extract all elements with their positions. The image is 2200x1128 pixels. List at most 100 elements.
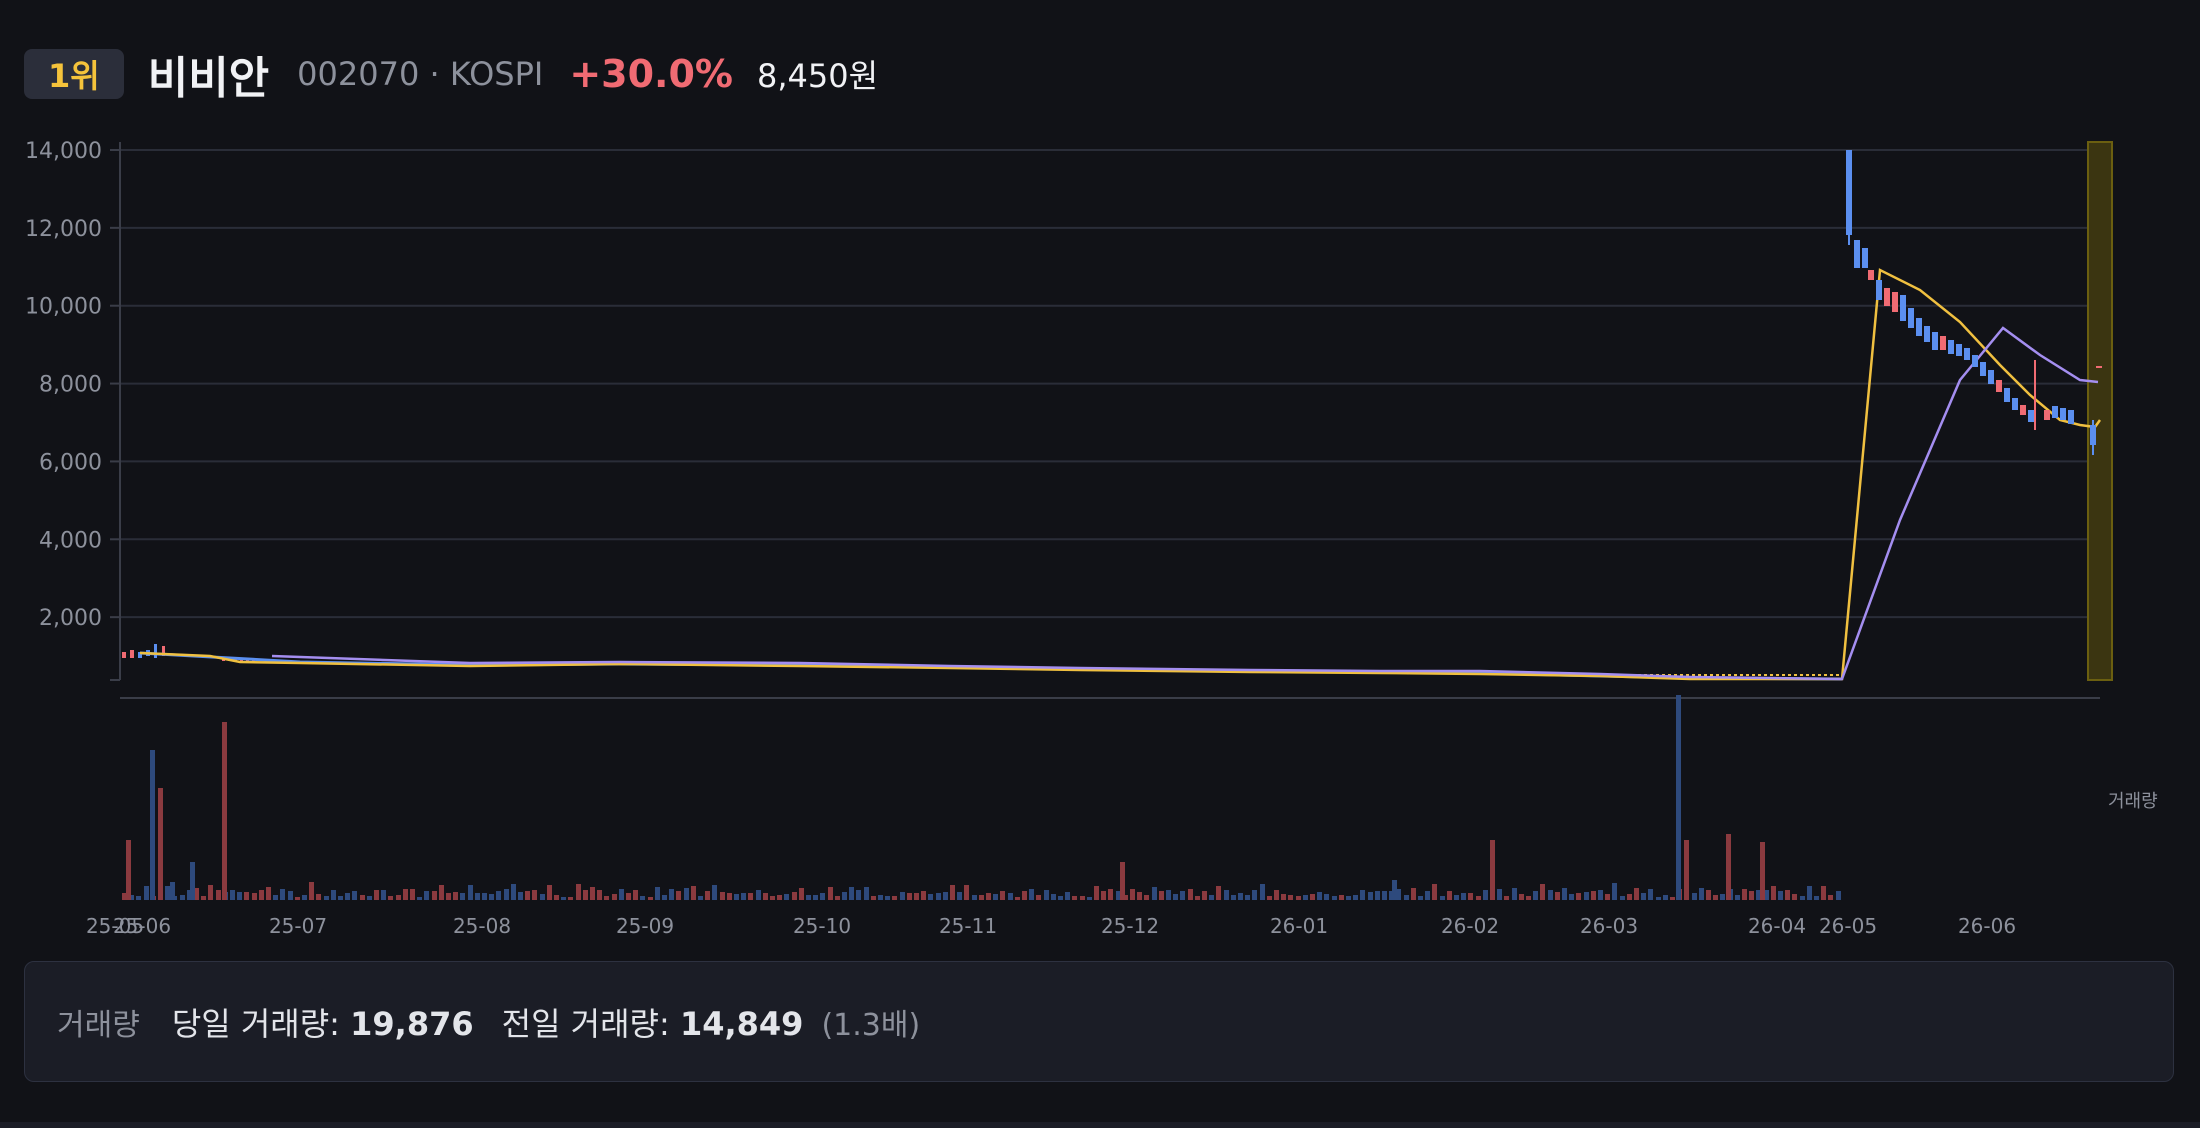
volume-bar <box>561 897 566 900</box>
volume-ratio: (1.3배) <box>821 1007 921 1043</box>
volume-bar <box>1411 888 1416 900</box>
volume-bar <box>468 885 473 900</box>
volume-bar <box>187 890 192 900</box>
volume-bar <box>1814 896 1819 900</box>
volume-bar <box>1324 894 1329 900</box>
volume-bar <box>856 890 861 900</box>
volume-bar <box>446 893 451 900</box>
volume-bar <box>1180 891 1185 900</box>
volume-bar <box>979 895 984 900</box>
volume-bar <box>230 890 235 900</box>
volume-bar <box>1116 891 1121 900</box>
x-tick-label: 25-11 <box>939 914 997 938</box>
volume-bar <box>1512 888 1517 900</box>
volume-bar <box>568 897 573 900</box>
volume-bar <box>144 886 149 900</box>
volume-label: 거래량 <box>57 1007 140 1043</box>
volume-bar <box>583 890 588 900</box>
volume-bar <box>1598 890 1603 900</box>
volume-bar <box>619 889 624 900</box>
volume-bar <box>1699 888 1704 900</box>
volume-bar <box>1036 895 1041 900</box>
stock-name[interactable]: 비비안 <box>147 53 270 104</box>
x-tick-label: 26-02 <box>1441 914 1499 938</box>
volume-bar <box>1310 894 1315 900</box>
volume-bar <box>1706 890 1711 900</box>
ma-long-line <box>271 326 2099 681</box>
volume-bar <box>1692 893 1697 900</box>
volume-bar <box>1836 891 1841 900</box>
volume-summary-panel: 거래량 당일 거래량: 19,876 전일 거래량: 14,849 (1.3배) <box>24 961 2174 1082</box>
volume-bar <box>1015 897 1020 900</box>
volume-bar <box>921 891 926 900</box>
volume-bar <box>1461 893 1466 900</box>
volume-bar <box>1173 894 1178 900</box>
volume-bar <box>957 892 962 900</box>
volume-bar <box>1094 886 1099 900</box>
volume-bar <box>1670 897 1675 900</box>
volume-bar <box>1080 896 1085 900</box>
x-tick-label: 25-07 <box>269 914 327 938</box>
prev-volume: 전일 거래량: 14,849 <box>502 999 804 1045</box>
volume-bar <box>1065 892 1070 900</box>
volume-bar <box>626 893 631 900</box>
volume-bar <box>1555 892 1560 900</box>
volume-bar <box>403 889 408 900</box>
volume-bar <box>691 886 696 900</box>
volume-bar <box>1720 894 1725 900</box>
volume-bar <box>237 892 242 900</box>
y-tick-label: 2,000 <box>39 606 102 631</box>
volume-bar <box>518 892 523 900</box>
volume-bar <box>1260 884 1265 900</box>
today-volume-label: 당일 거래량: <box>171 1004 340 1043</box>
volume-bar <box>129 895 134 900</box>
y-tick-label: 14,000 <box>25 139 102 164</box>
volume-bar <box>532 890 537 900</box>
volume-bar <box>165 886 170 900</box>
volume-bar <box>345 893 350 900</box>
volume-bar <box>1396 889 1401 900</box>
volume-bar <box>496 891 501 900</box>
y-tick-label: 4,000 <box>39 528 102 553</box>
volume-bar <box>489 894 494 900</box>
y-axis-ticks: 2,000 4,000 6,000 8,000 10,000 12,000 14,000 <box>25 139 120 631</box>
volume-bar <box>273 895 278 900</box>
volume-bar <box>1245 895 1250 900</box>
x-tick-label: 25-12 <box>1101 914 1159 938</box>
volume-bar <box>1267 896 1272 900</box>
volume-bar <box>1404 895 1409 900</box>
volume-bar <box>1620 896 1625 900</box>
volume-bar <box>1641 893 1646 900</box>
volume-bar <box>828 887 833 900</box>
volume-axis-label: 거래량 <box>2108 791 2158 812</box>
volume-bar <box>928 894 933 900</box>
volume-bar <box>705 891 710 900</box>
volume-bar <box>1008 893 1013 900</box>
volume-bar <box>1238 893 1243 900</box>
volume-bar <box>1368 892 1373 900</box>
volume-bar <box>1504 896 1509 900</box>
volume-bar <box>1778 891 1783 900</box>
volume-bar <box>849 887 854 900</box>
volume-bar <box>1526 896 1531 900</box>
volume-bar <box>770 896 775 900</box>
volume-bar <box>1454 895 1459 900</box>
volume-bar <box>1072 896 1077 900</box>
volume-bar <box>266 887 271 900</box>
volume-bar <box>1188 889 1193 900</box>
volume-bars <box>122 695 1841 900</box>
volume-bar <box>1274 890 1279 900</box>
volume-bar <box>432 891 437 900</box>
volume-bar <box>1087 897 1092 900</box>
volume-bar <box>1468 893 1473 900</box>
volume-bar <box>259 890 264 900</box>
volume-bar <box>633 890 638 900</box>
volume-bar <box>993 894 998 900</box>
volume-bar <box>820 893 825 900</box>
stock-chart[interactable]: 2,000 4,000 6,000 8,000 10,000 12,000 14,000 <box>0 130 2200 950</box>
volume-bar <box>1022 891 1027 900</box>
volume-bar <box>1605 894 1610 900</box>
volume-bar <box>1418 896 1423 900</box>
volume-bar <box>1303 895 1308 900</box>
volume-bar <box>331 890 336 900</box>
